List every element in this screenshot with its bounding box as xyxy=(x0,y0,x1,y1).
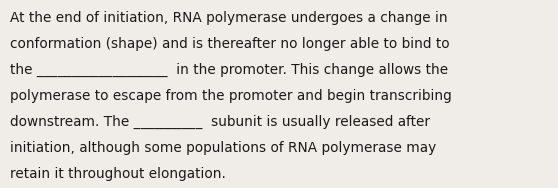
Text: the ___________________  in the promoter. This change allows the: the ___________________ in the promoter.… xyxy=(10,63,448,77)
Text: polymerase to escape from the promoter and begin transcribing: polymerase to escape from the promoter a… xyxy=(10,89,452,103)
Text: downstream. The __________  subunit is usually released after: downstream. The __________ subunit is us… xyxy=(10,115,430,129)
Text: retain it throughout elongation.: retain it throughout elongation. xyxy=(10,167,226,181)
Text: conformation (shape) and is thereafter no longer able to bind to: conformation (shape) and is thereafter n… xyxy=(10,37,450,51)
Text: At the end of initiation, RNA polymerase undergoes a change in: At the end of initiation, RNA polymerase… xyxy=(10,11,448,25)
Text: initiation, although some populations of RNA polymerase may: initiation, although some populations of… xyxy=(10,141,436,155)
